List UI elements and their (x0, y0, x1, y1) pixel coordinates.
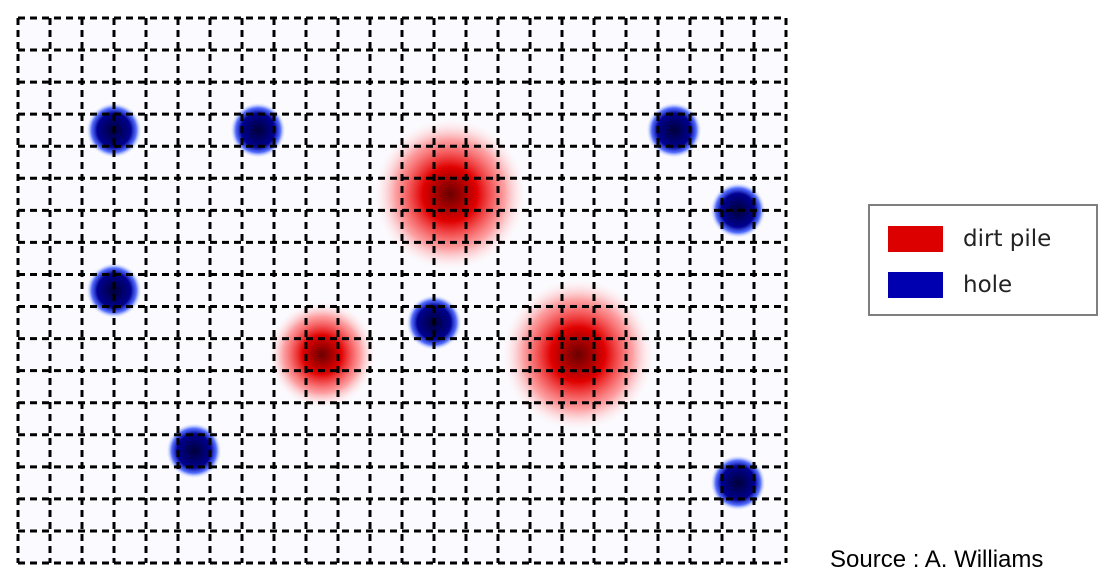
source-credit: Source : A. Williams (830, 546, 1044, 573)
dirt-pile (500, 276, 656, 433)
hole (86, 262, 142, 319)
grid-layer (16, 16, 788, 565)
hole (710, 454, 766, 511)
features-layer (86, 102, 766, 511)
hole (166, 422, 222, 479)
dirt-pile (372, 116, 528, 273)
dirt-pile-swatch (888, 226, 943, 252)
legend-label-dirt-pile: dirt pile (963, 226, 1052, 252)
hole (230, 102, 286, 159)
legend-item-hole: hole (888, 270, 1012, 300)
legend: dirt pile hole (868, 204, 1098, 316)
legend-item-dirt-pile: dirt pile (888, 224, 1051, 254)
legend-label-hole: hole (963, 272, 1013, 298)
hole-swatch (888, 272, 943, 298)
dirt-pile (267, 299, 377, 410)
hole (646, 102, 702, 159)
